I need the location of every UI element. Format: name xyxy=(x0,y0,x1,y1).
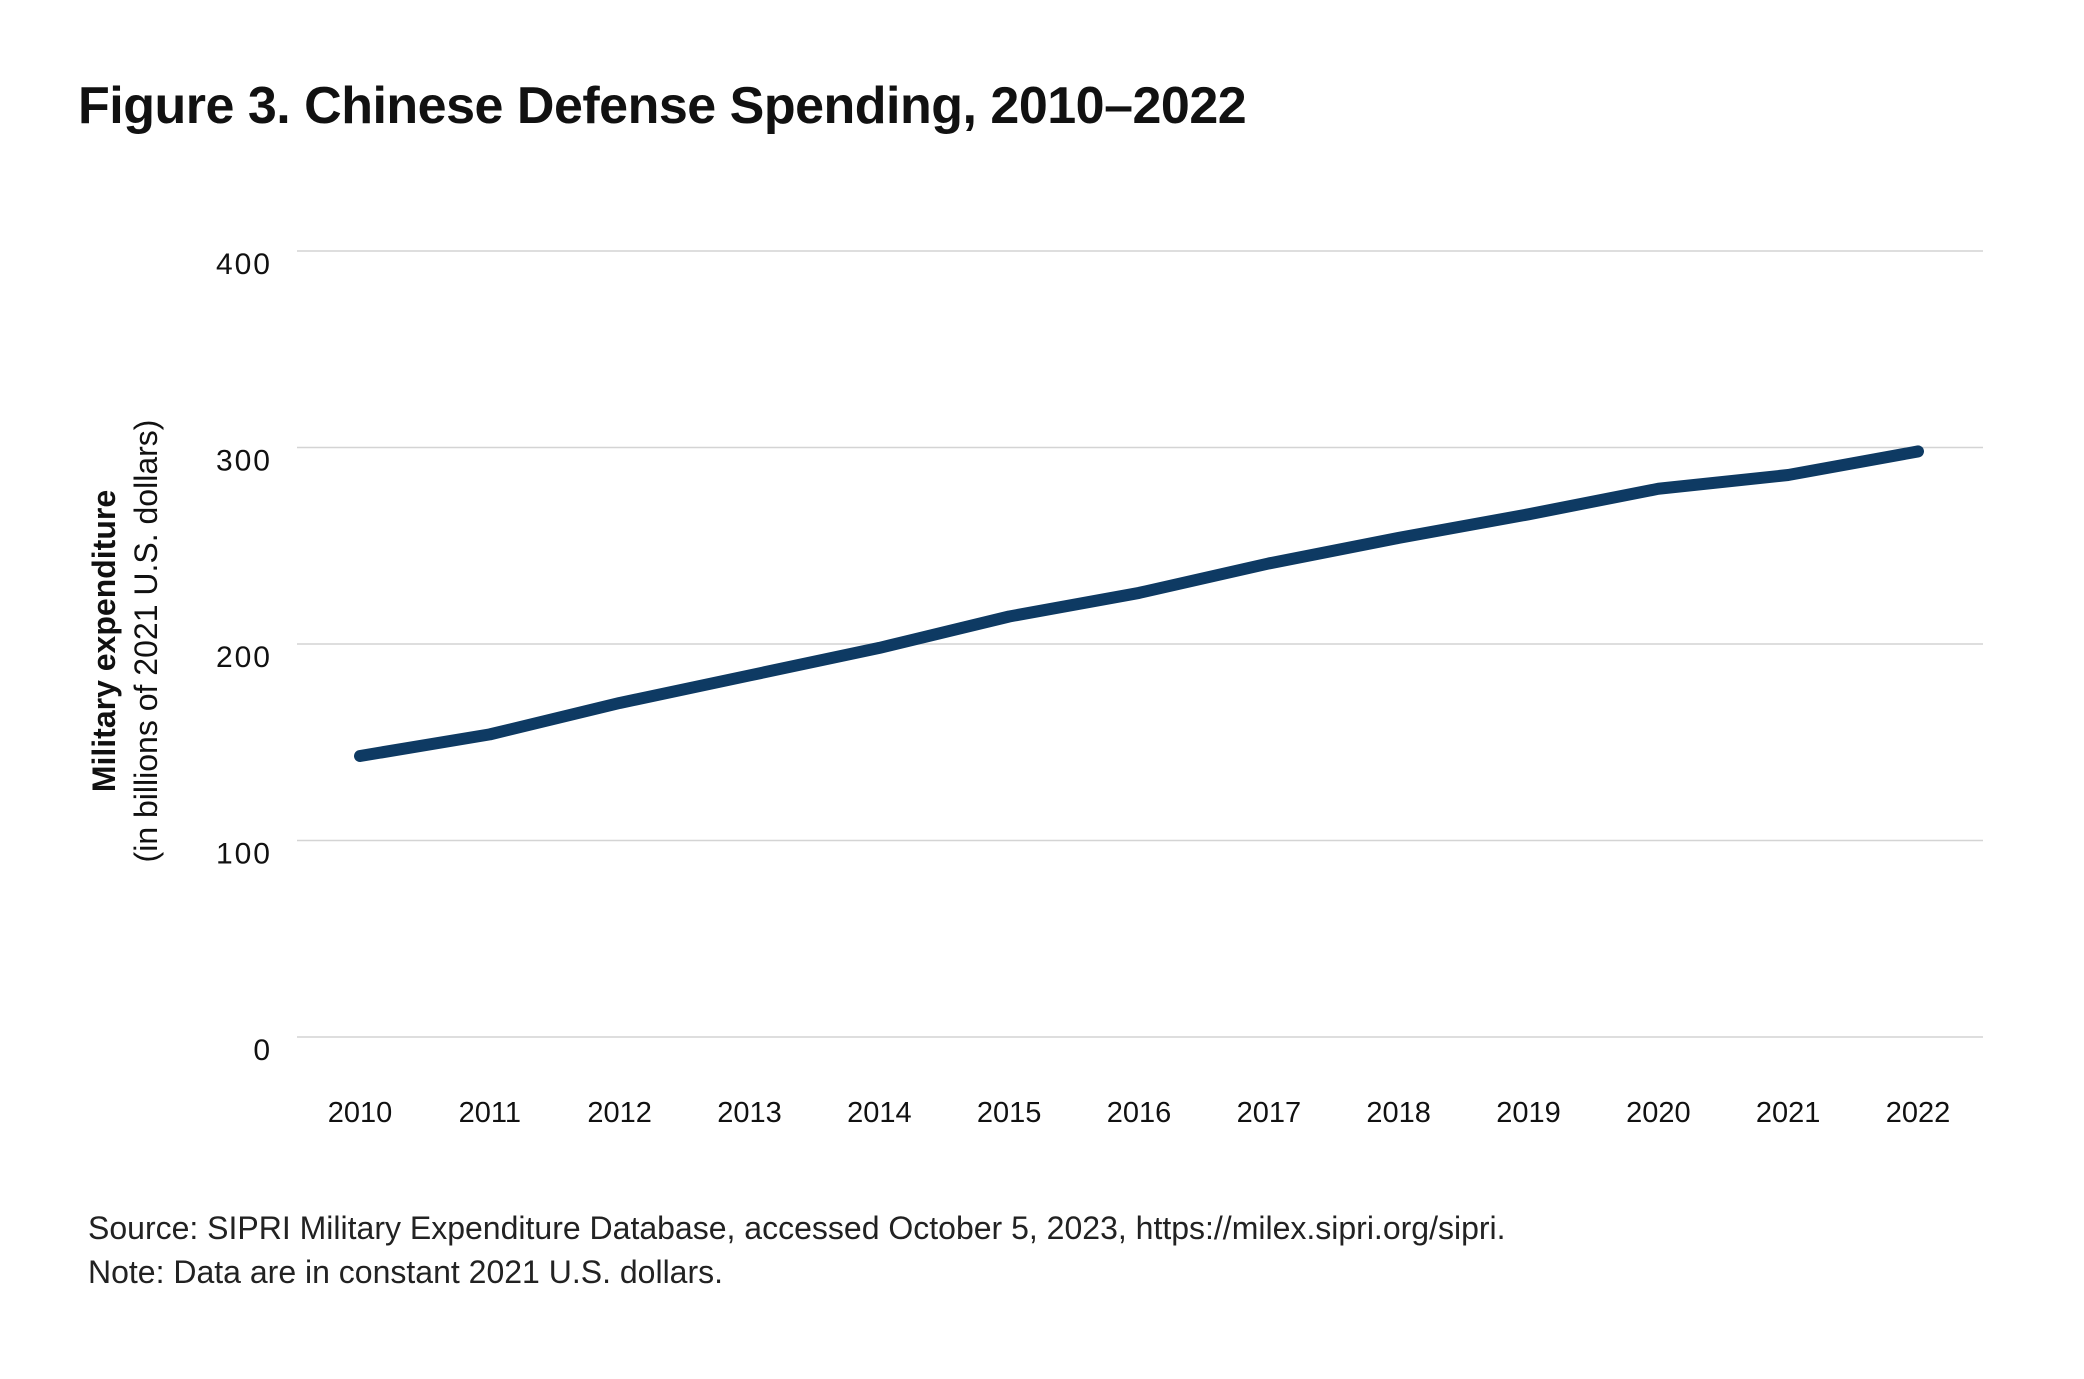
x-tick-label: 2017 xyxy=(1237,1097,1302,1129)
data-note: Note: Data are in constant 2021 U.S. dol… xyxy=(88,1254,724,1290)
x-tick-label: 2014 xyxy=(847,1097,912,1129)
y-tick-label: 200 xyxy=(216,641,272,674)
y-tick-label: 400 xyxy=(216,248,272,281)
x-tick-label: 2020 xyxy=(1626,1097,1691,1129)
x-tick-label: 2011 xyxy=(459,1097,521,1129)
x-tick-label: 2013 xyxy=(717,1097,782,1129)
y-tick-label: 300 xyxy=(216,445,272,478)
x-tick-label: 2022 xyxy=(1886,1097,1951,1129)
x-tick-label: 2021 xyxy=(1756,1097,1821,1129)
source-note: Source: SIPRI Military Expenditure Datab… xyxy=(88,1210,1506,1246)
chart-title: Figure 3. Chinese Defense Spending, 2010… xyxy=(78,77,1247,135)
y-tick-label: 0 xyxy=(253,1034,272,1067)
x-tick-label: 2019 xyxy=(1496,1097,1561,1129)
series-line xyxy=(354,445,1924,763)
y-axis-subtitle: (in billions of 2021 U.S. dollars) xyxy=(128,419,164,863)
x-tick-label: 2016 xyxy=(1107,1097,1172,1129)
x-tick-label: 2012 xyxy=(587,1097,652,1129)
x-tick-label: 2018 xyxy=(1366,1097,1431,1129)
x-tick-label: 2015 xyxy=(977,1097,1042,1129)
y-axis-title: Military expenditure xyxy=(86,489,122,793)
x-tick-label: 2010 xyxy=(328,1097,393,1129)
y-axis-label: Military expenditure (in billions of 202… xyxy=(83,420,167,863)
y-tick-label: 100 xyxy=(216,838,272,871)
